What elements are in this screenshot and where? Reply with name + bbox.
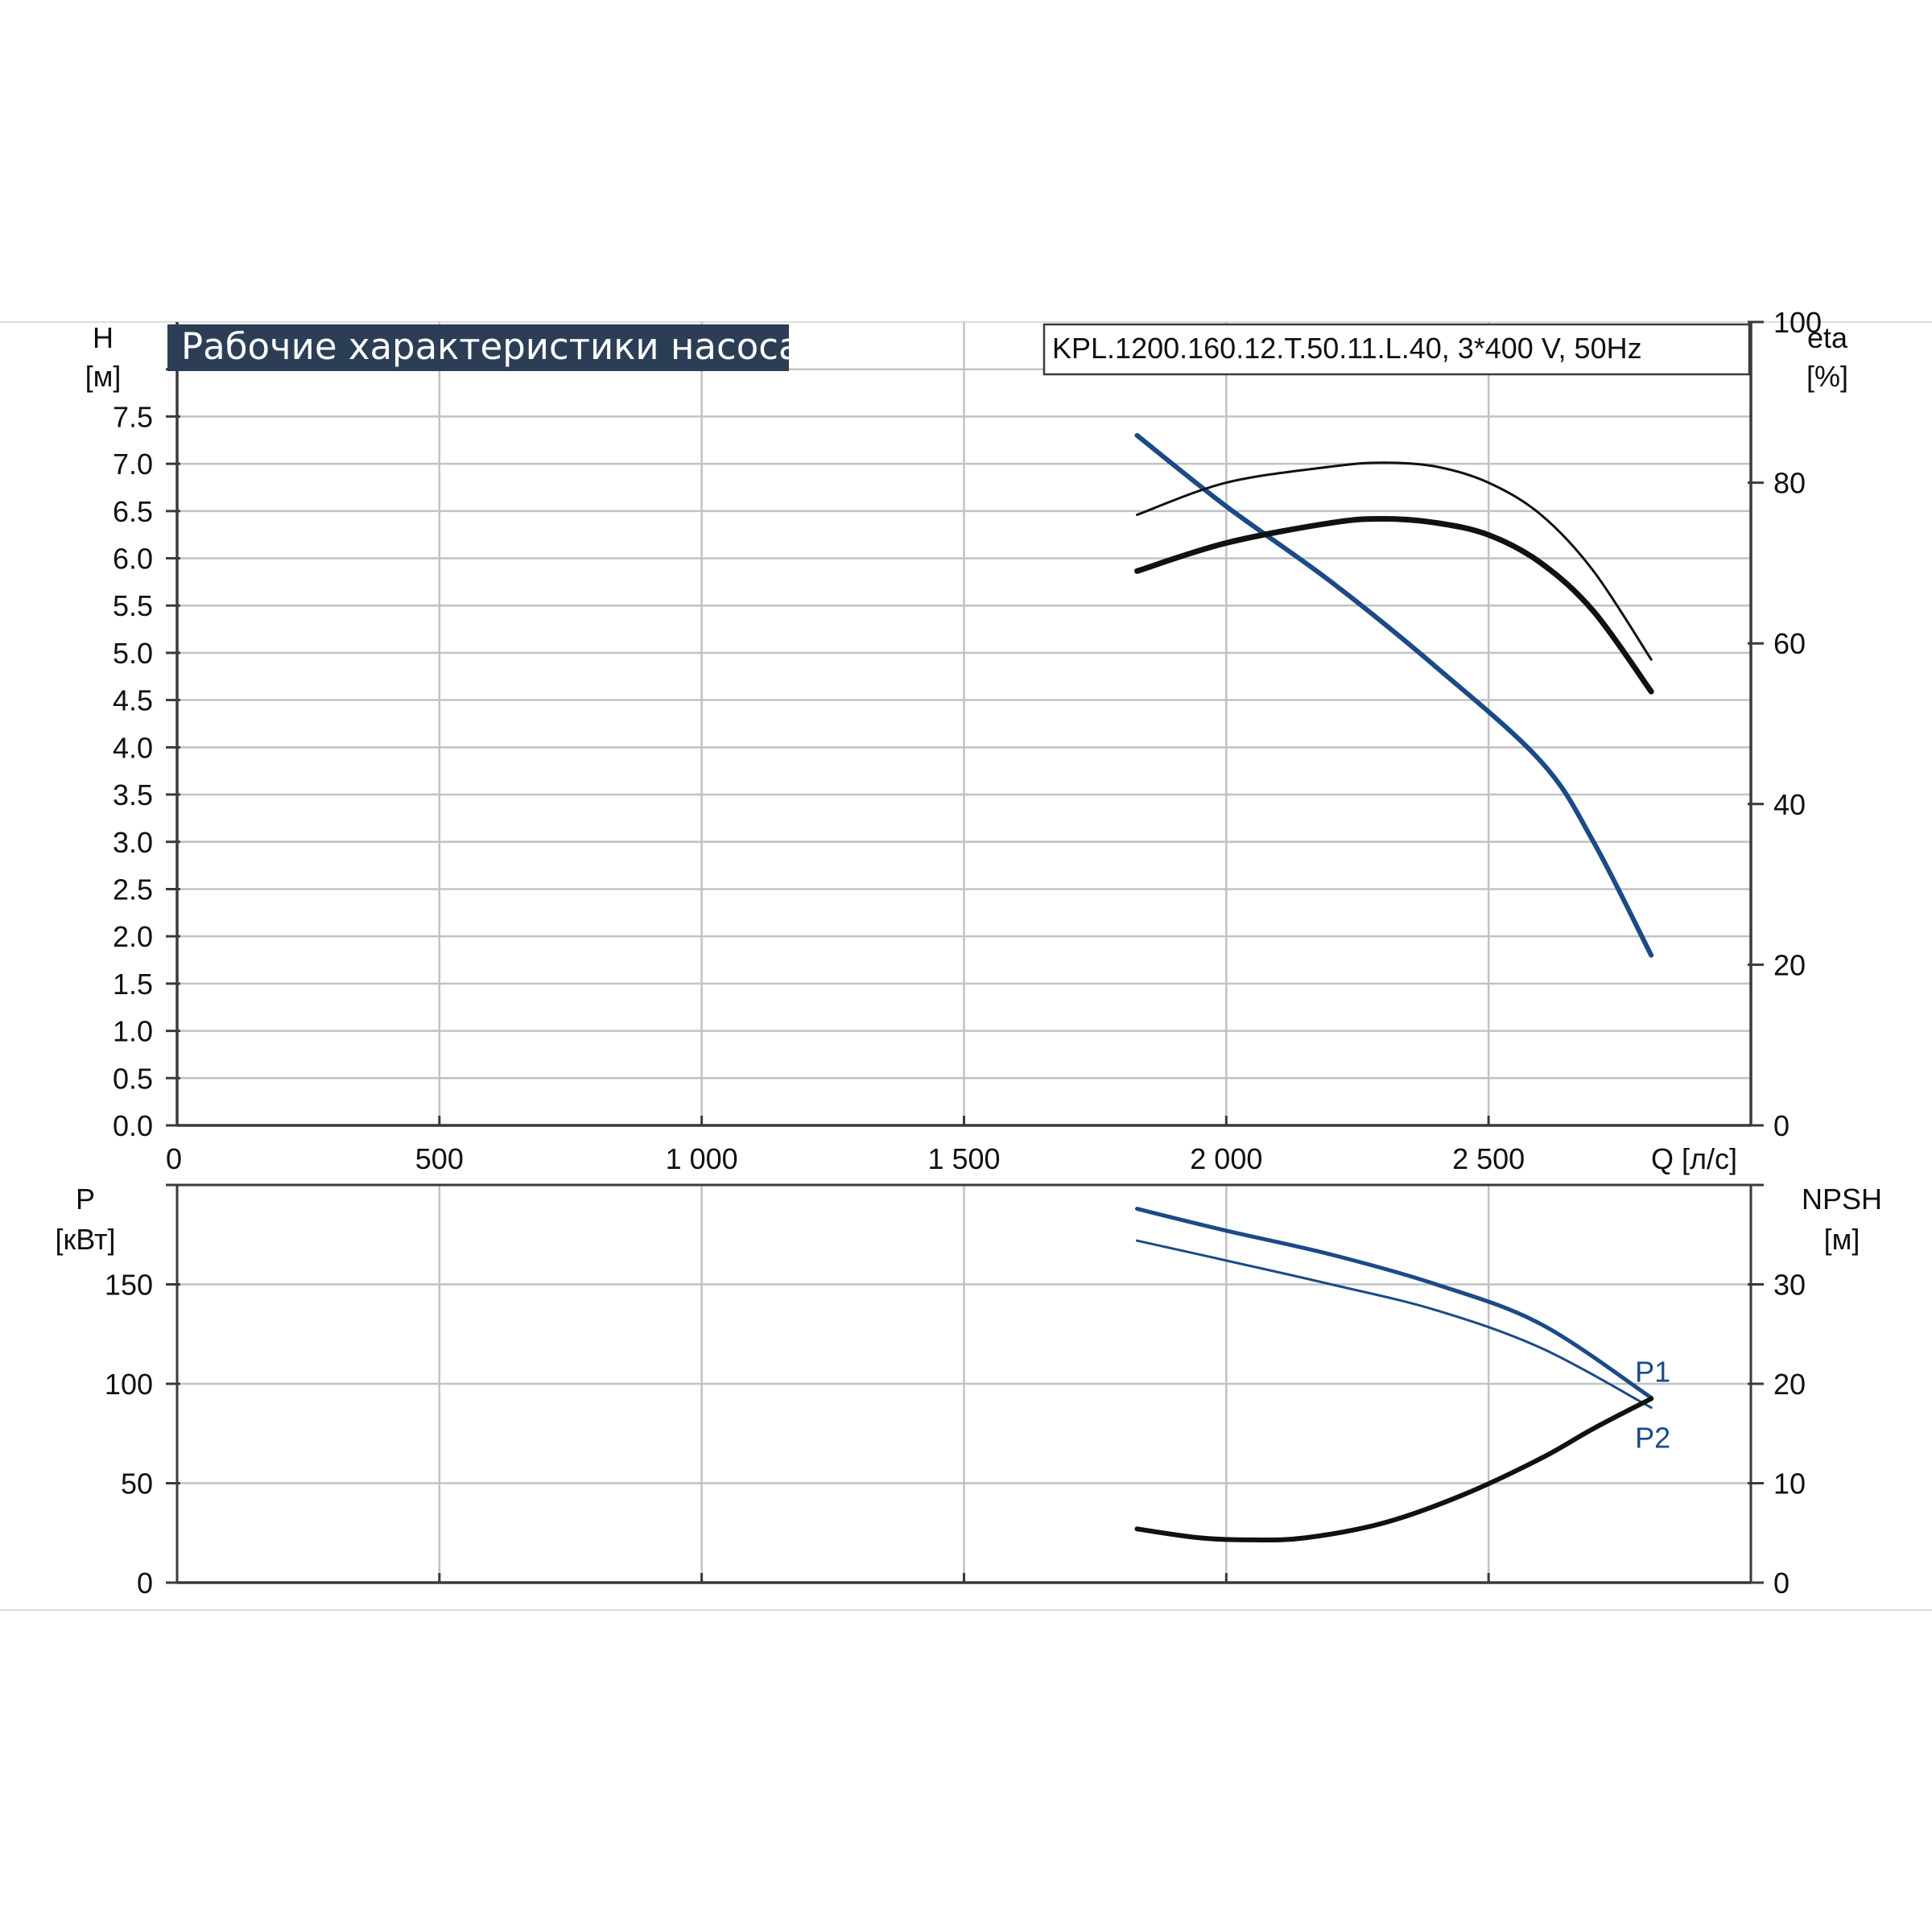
top-left-tick-label: 6.5 — [113, 495, 153, 528]
model-box — [1042, 323, 1751, 376]
top-left-tick-label: 3.5 — [113, 778, 153, 811]
bottom-panel-series: P1 P2 — [1134, 1207, 1670, 1543]
top-series-1-line — [1136, 461, 1653, 661]
top-series-2-line — [1134, 516, 1654, 695]
top-left-tick-label: 5.0 — [113, 637, 153, 670]
x-tick-label: 1 000 — [666, 1142, 738, 1175]
top-left-tick-label: 6.0 — [113, 543, 153, 576]
bottom-panel-ticks: 0 50 100 150 0 10 20 30 — [105, 1183, 1806, 1600]
chart-title: Рабочие характеристики насоса — [181, 325, 801, 368]
top-right-tick-label: 40 — [1773, 788, 1806, 821]
x-tick-label: 2 500 — [1452, 1142, 1525, 1175]
top-left-tick-label: 4.5 — [113, 684, 153, 717]
top-panel-series — [1134, 432, 1654, 958]
p-axis-unit: [кВт] — [55, 1223, 115, 1256]
top-left-tick-label: 1.0 — [113, 1015, 153, 1048]
bottom-left-tick-label: 0 — [137, 1567, 153, 1600]
top-left-tick-label: 4.0 — [113, 731, 153, 764]
eta-axis-unit: [%] — [1806, 360, 1848, 393]
x-axis-ticks: 0 500 1 000 1 500 2 000 2 500 — [166, 1142, 1525, 1175]
top-left-tick-label: 0.0 — [113, 1109, 153, 1142]
top-right-tick-label: 100 — [1773, 306, 1822, 339]
top-left-tick-label: 3.0 — [113, 826, 153, 859]
bottom-right-tick-label: 30 — [1773, 1269, 1806, 1302]
q-axis-label: Q [л/с] — [1651, 1142, 1737, 1175]
top-right-tick-label: 20 — [1773, 948, 1806, 981]
model-label: KPL.1200.160.12.T.50.11.L.40, 3*400 V, 5… — [1052, 332, 1642, 365]
x-tick-label: 2 000 — [1190, 1142, 1262, 1175]
top-series-0-line — [1134, 432, 1654, 958]
top-left-tick-label: 7.0 — [113, 448, 153, 481]
p-axis-label: P — [76, 1183, 95, 1216]
h-axis-unit: [м] — [85, 360, 122, 393]
bottom-left-tick-label: 50 — [121, 1468, 153, 1501]
top-left-tick-label: 2.5 — [113, 873, 153, 906]
top-left-tick-label: 2.0 — [113, 920, 153, 953]
npsh-axis-label: NPSH — [1802, 1183, 1882, 1216]
eta-axis-label: eta — [1807, 321, 1848, 354]
top-left-tick-label: 0.5 — [113, 1062, 153, 1095]
series-label-p2: P2 — [1635, 1422, 1670, 1455]
title-banner — [167, 324, 789, 371]
top-left-tick-label: 1.5 — [113, 968, 153, 1001]
bottom-panel-grid — [177, 1183, 1752, 1583]
bottom-right-tick-label: 10 — [1773, 1468, 1806, 1501]
bottom-series-0-line — [1135, 1207, 1653, 1400]
h-axis-label: H — [93, 321, 114, 354]
bottom-series-1-line — [1136, 1239, 1653, 1410]
top-right-tick-label: 60 — [1773, 627, 1806, 660]
top-left-tick-label: 7.5 — [113, 400, 153, 433]
bottom-left-tick-label: 100 — [105, 1368, 153, 1401]
bottom-panel-frame — [175, 1183, 1752, 1584]
top-panel-grid — [177, 322, 1752, 1125]
top-panel-ticks: 0.0 0.5 1.0 1.5 2.0 2.5 3.0 3.5 4.0 4.5 5.0 5.5 6.0 6… — [113, 306, 1822, 1142]
bottom-right-tick-label: 20 — [1773, 1368, 1806, 1401]
npsh-axis-unit: [м] — [1824, 1223, 1860, 1256]
top-right-tick-label: 80 — [1773, 467, 1806, 500]
bottom-left-tick-label: 150 — [105, 1269, 153, 1302]
bottom-series-2-line — [1134, 1396, 1654, 1543]
x-tick-label: 500 — [415, 1142, 464, 1175]
x-tick-label: 0 — [166, 1142, 182, 1175]
bottom-right-tick-label: 0 — [1773, 1567, 1790, 1600]
x-tick-label: 1 500 — [927, 1142, 1000, 1175]
series-label-p1: P1 — [1635, 1355, 1670, 1388]
top-right-tick-label: 0 — [1773, 1109, 1790, 1142]
top-left-tick-label: 5.5 — [113, 589, 153, 622]
